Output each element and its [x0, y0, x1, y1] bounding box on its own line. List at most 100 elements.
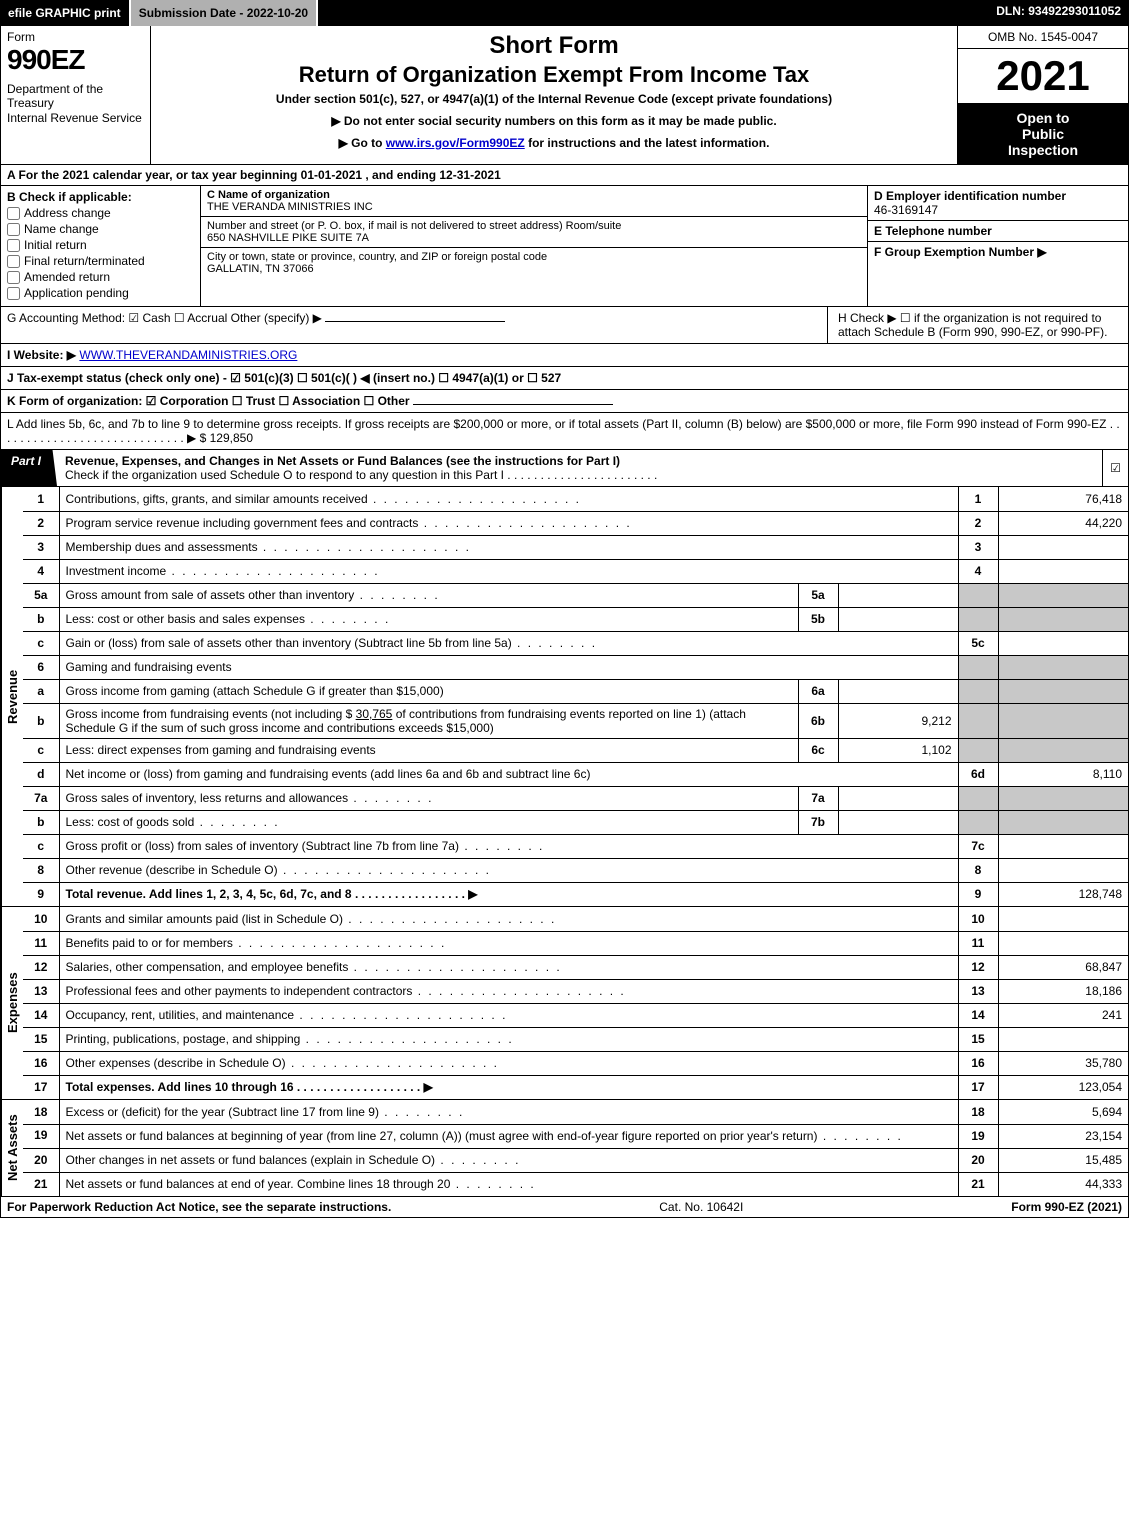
- line-label: [958, 810, 998, 834]
- sub-value: [838, 583, 958, 607]
- line-desc: Membership dues and assessments: [59, 535, 958, 559]
- cb-initial-return[interactable]: Initial return: [7, 238, 194, 252]
- row-i-website: I Website: ▶ WWW.THEVERANDAMINISTRIES.OR…: [0, 344, 1129, 367]
- cb-final-return[interactable]: Final return/terminated: [7, 254, 194, 268]
- irs-link[interactable]: www.irs.gov/Form990EZ: [386, 136, 525, 150]
- line-desc: Gross profit or (loss) from sales of inv…: [59, 834, 958, 858]
- table-row: 17 Total expenses. Add lines 10 through …: [23, 1075, 1128, 1099]
- row-l-gross-receipts: L Add lines 5b, 6c, and 7b to line 9 to …: [0, 413, 1129, 450]
- line-value: 15,485: [998, 1148, 1128, 1172]
- org-city-cell: City or town, state or province, country…: [201, 248, 867, 278]
- form-number: 990EZ: [7, 44, 144, 76]
- line-label: [958, 583, 998, 607]
- line-label: 19: [958, 1124, 998, 1148]
- telephone-cell: E Telephone number: [868, 221, 1128, 242]
- line-value: 123,054: [998, 1075, 1128, 1099]
- line-value: [998, 607, 1128, 631]
- line-num: 21: [23, 1172, 59, 1196]
- table-row: 16 Other expenses (describe in Schedule …: [23, 1051, 1128, 1075]
- other-specify-input[interactable]: [325, 321, 505, 322]
- line-num: 14: [23, 1003, 59, 1027]
- table-row: b Less: cost or other basis and sales ex…: [23, 607, 1128, 631]
- line-num: c: [23, 738, 59, 762]
- line-num: 10: [23, 907, 59, 931]
- line-value: [998, 786, 1128, 810]
- j-text: J Tax-exempt status (check only one) - ☑…: [7, 371, 561, 385]
- group-exemption-cell: F Group Exemption Number ▶: [868, 242, 1128, 306]
- telephone-key: E Telephone number: [874, 224, 992, 238]
- row-a-tax-year: A For the 2021 calendar year, or tax yea…: [0, 165, 1129, 186]
- org-name-key: C Name of organization: [207, 189, 330, 201]
- line-value: 68,847: [998, 955, 1128, 979]
- h-schedule-b: H Check ▶ ☐ if the organization is not r…: [828, 307, 1128, 343]
- line-value: 5,694: [998, 1100, 1128, 1124]
- line-label: [958, 738, 998, 762]
- form-subtitle: Under section 501(c), 527, or 4947(a)(1)…: [161, 92, 947, 106]
- line-desc: Gross income from fundraising events (no…: [59, 703, 798, 738]
- line-desc: Less: cost or other basis and sales expe…: [59, 607, 798, 631]
- top-bar: efile GRAPHIC print Submission Date - 20…: [0, 0, 1129, 26]
- line-num: 15: [23, 1027, 59, 1051]
- table-row: 8 Other revenue (describe in Schedule O)…: [23, 858, 1128, 882]
- line-desc: Gain or (loss) from sale of assets other…: [59, 631, 958, 655]
- cb-amended-return[interactable]: Amended return: [7, 270, 194, 284]
- part-1-header: Part I Revenue, Expenses, and Changes in…: [0, 450, 1129, 487]
- footer-right: Form 990-EZ (2021): [1011, 1200, 1122, 1214]
- other-org-input[interactable]: [413, 404, 613, 405]
- table-row: 2 Program service revenue including gove…: [23, 511, 1128, 535]
- line-value: [998, 931, 1128, 955]
- table-row: 14 Occupancy, rent, utilities, and maint…: [23, 1003, 1128, 1027]
- table-row: 3 Membership dues and assessments 3: [23, 535, 1128, 559]
- submission-date-label: Submission Date - 2022-10-20: [131, 0, 318, 26]
- accounting-method: G Accounting Method: ☑ Cash ☐ Accrual Ot…: [1, 307, 828, 343]
- cb-label: Initial return: [24, 238, 87, 252]
- line-label: 3: [958, 535, 998, 559]
- table-row: 4 Investment income 4: [23, 559, 1128, 583]
- table-row: 5a Gross amount from sale of assets othe…: [23, 583, 1128, 607]
- expenses-section: Expenses 10 Grants and similar amounts p…: [0, 907, 1129, 1100]
- expenses-table: 10 Grants and similar amounts paid (list…: [23, 907, 1128, 1099]
- line-desc: Excess or (deficit) for the year (Subtra…: [59, 1100, 958, 1124]
- efile-print-button[interactable]: efile GRAPHIC print: [0, 0, 131, 26]
- form-title-block: Short Form Return of Organization Exempt…: [151, 26, 958, 164]
- line-value: [998, 738, 1128, 762]
- line-desc: Other revenue (describe in Schedule O): [59, 858, 958, 882]
- net-assets-side-label: Net Assets: [1, 1100, 23, 1196]
- cb-label: Application pending: [24, 286, 129, 300]
- line-value: 44,220: [998, 511, 1128, 535]
- line-num: b: [23, 703, 59, 738]
- cb-address-change[interactable]: Address change: [7, 206, 194, 220]
- line-label: [958, 655, 998, 679]
- form-word: Form: [7, 30, 144, 44]
- header-right-block: OMB No. 1545-0047 2021 Open to Public In…: [958, 26, 1128, 164]
- cb-label: Amended return: [24, 270, 110, 284]
- part1-schedule-o-checkbox[interactable]: ☑: [1102, 450, 1128, 486]
- table-row: 9 Total revenue. Add lines 1, 2, 3, 4, 5…: [23, 882, 1128, 906]
- part1-title-text: Revenue, Expenses, and Changes in Net As…: [65, 454, 620, 468]
- line-num: a: [23, 679, 59, 703]
- org-city-value: GALLATIN, TN 37066: [207, 263, 314, 275]
- cb-label: Name change: [24, 222, 99, 236]
- line-value: 128,748: [998, 882, 1128, 906]
- line-desc: Less: direct expenses from gaming and fu…: [59, 738, 798, 762]
- sub-value: [838, 786, 958, 810]
- line-desc: Printing, publications, postage, and shi…: [59, 1027, 958, 1051]
- footer-left: For Paperwork Reduction Act Notice, see …: [7, 1200, 391, 1214]
- line-label: 8: [958, 858, 998, 882]
- website-link[interactable]: WWW.THEVERANDAMINISTRIES.ORG: [79, 348, 297, 362]
- cb-application-pending[interactable]: Application pending: [7, 286, 194, 300]
- line-desc: Less: cost of goods sold: [59, 810, 798, 834]
- cb-name-change[interactable]: Name change: [7, 222, 194, 236]
- line-value: [998, 834, 1128, 858]
- ssn-warning: ▶ Do not enter social security numbers o…: [161, 114, 947, 128]
- ein-cell: D Employer identification number 46-3169…: [868, 186, 1128, 221]
- line-label: 21: [958, 1172, 998, 1196]
- ein-value: 46-3169147: [874, 203, 938, 217]
- line-num: 19: [23, 1124, 59, 1148]
- line-desc: Program service revenue including govern…: [59, 511, 958, 535]
- line-label: [958, 786, 998, 810]
- org-street-key: Number and street (or P. O. box, if mail…: [207, 220, 621, 232]
- line-num: 3: [23, 535, 59, 559]
- table-row: 20 Other changes in net assets or fund b…: [23, 1148, 1128, 1172]
- line-value: 241: [998, 1003, 1128, 1027]
